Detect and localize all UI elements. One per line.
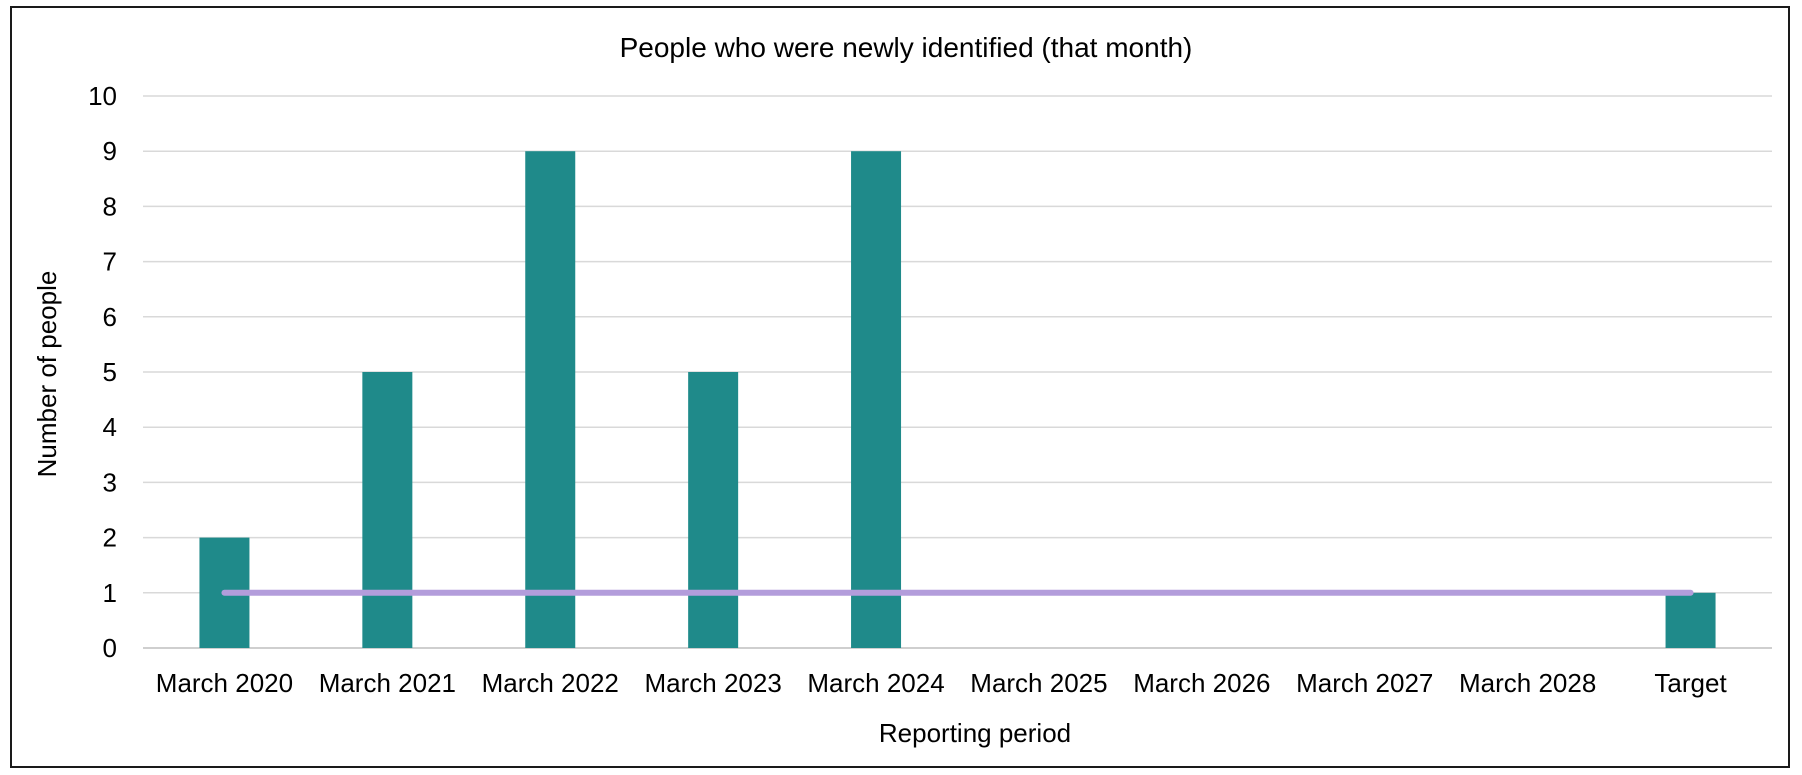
x-tick-label: March 2022 — [482, 668, 619, 698]
y-tick-label: 9 — [103, 136, 117, 166]
bar — [688, 372, 739, 648]
chart-title: People who were newly identified (that m… — [620, 32, 1193, 63]
x-tick-label: March 2026 — [1133, 668, 1270, 698]
x-tick-label: March 2027 — [1296, 668, 1433, 698]
x-axis-label: Reporting period — [879, 718, 1071, 748]
y-tick-label: 4 — [103, 412, 117, 442]
x-tick-label: March 2021 — [319, 668, 456, 698]
y-tick-label: 7 — [103, 247, 117, 277]
bar — [525, 151, 576, 648]
x-tick-label: March 2023 — [644, 668, 781, 698]
bar — [1665, 592, 1716, 648]
y-tick-label: 5 — [103, 357, 117, 387]
bar — [362, 372, 413, 648]
y-tick-label: 1 — [103, 578, 117, 608]
y-tick-label: 8 — [103, 191, 117, 221]
bar — [851, 151, 902, 648]
y-tick-label: 2 — [103, 523, 117, 553]
x-tick-label: March 2020 — [156, 668, 293, 698]
bars — [199, 151, 1716, 648]
y-tick-label: 10 — [88, 81, 117, 111]
x-tick-label: March 2024 — [807, 668, 944, 698]
x-axis-ticks: March 2020 March 2021 March 2022 March 2023… — [156, 668, 1728, 698]
y-axis-ticks: 0 1 2 3 4 5 6 7 8 9 10 — [88, 81, 117, 663]
x-tick-label: March 2028 — [1459, 668, 1596, 698]
x-tick-label: Target — [1654, 668, 1727, 698]
y-axis-label: Number of people — [32, 271, 62, 478]
y-tick-label: 0 — [103, 633, 117, 663]
y-tick-label: 3 — [103, 467, 117, 497]
x-tick-label: March 2025 — [970, 668, 1107, 698]
y-tick-label: 6 — [103, 302, 117, 332]
